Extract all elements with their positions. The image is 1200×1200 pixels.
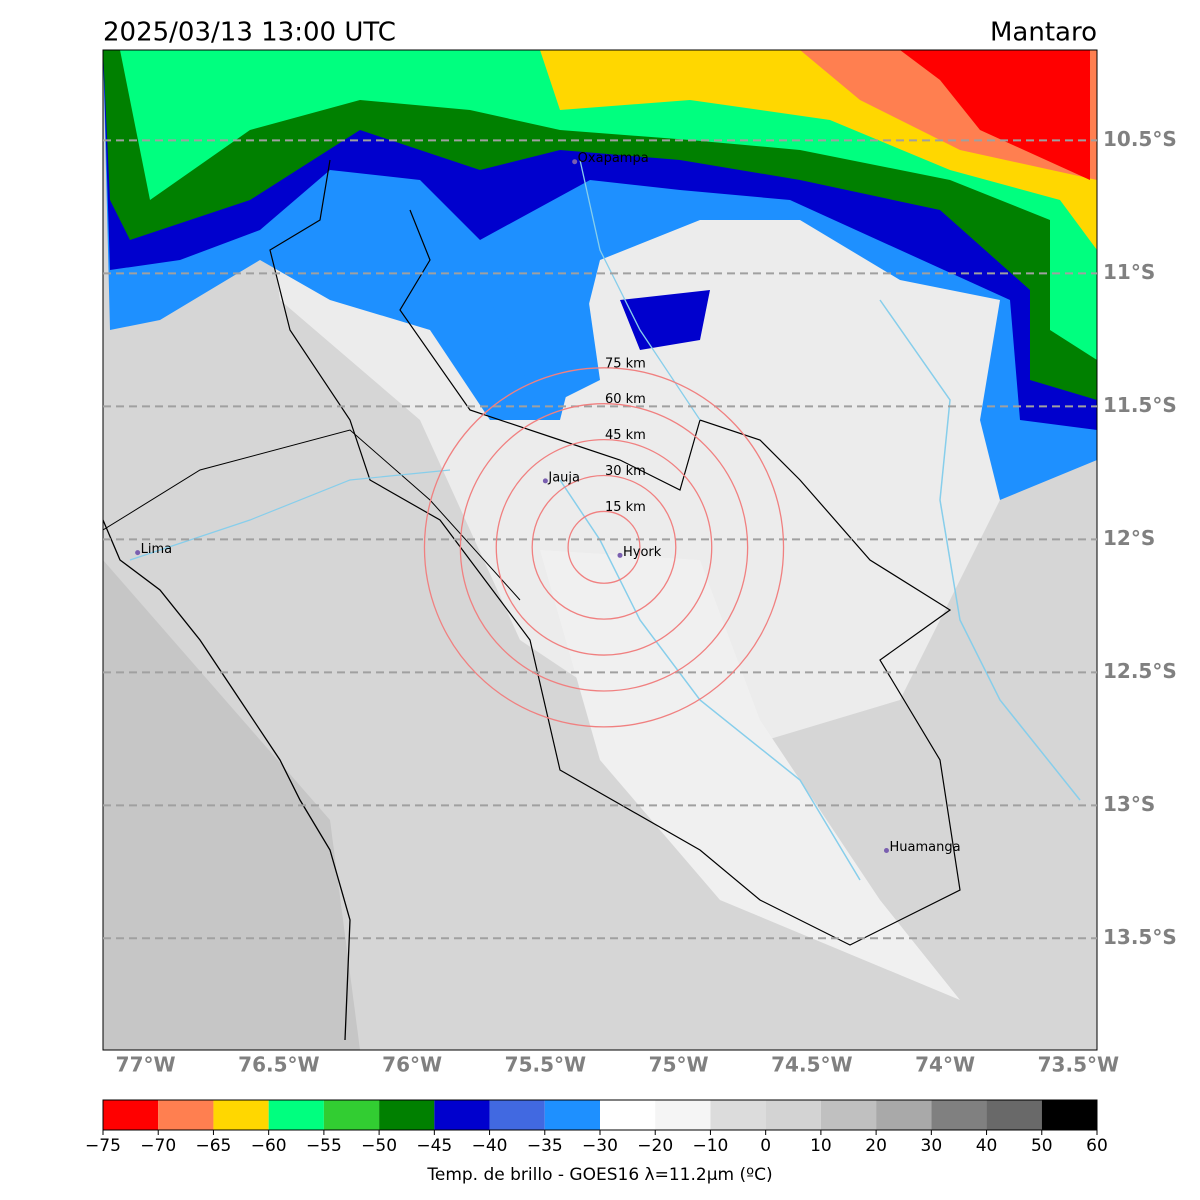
- colorbar-bin: [986, 1100, 1042, 1130]
- lon-tick-label: 73.5°W: [1038, 1053, 1119, 1077]
- lat-tick-label: 11.5°S: [1103, 393, 1177, 417]
- colorbar-tick-label: −65: [195, 1136, 231, 1156]
- colorbar-bin: [268, 1100, 324, 1130]
- lat-tick-label: 13.5°S: [1103, 925, 1177, 949]
- colorbar-bin: [931, 1100, 987, 1130]
- colorbar-tick-label: −70: [140, 1136, 176, 1156]
- city-marker: [617, 552, 623, 558]
- range-ring-label: 45 km: [605, 428, 646, 443]
- colorbar-tick-label: −55: [306, 1136, 342, 1156]
- colorbar-bin: [765, 1100, 821, 1130]
- lon-tick-label: 75°W: [649, 1053, 709, 1077]
- colorbar-bin: [544, 1100, 600, 1130]
- colorbar-bin: [103, 1100, 159, 1130]
- lat-tick-label: 12.5°S: [1103, 659, 1177, 683]
- range-ring: [459, 403, 749, 692]
- colorbar-tick-label: 30: [921, 1136, 943, 1156]
- colorbar-tick-label: 20: [865, 1136, 887, 1156]
- colorbar-bin: [876, 1100, 932, 1130]
- colorbar-label: Temp. de brillo - GOES16 λ=11.2μm (ºC): [426, 1165, 772, 1185]
- map-backdrop: [103, 50, 1097, 1050]
- colorbar-bin: [158, 1100, 214, 1130]
- range-ring: [495, 438, 713, 656]
- lon-tick-label: 76.5°W: [238, 1053, 319, 1077]
- colorbar-bin: [489, 1100, 545, 1130]
- city-label: Hyork: [623, 545, 662, 560]
- lon-tick-label: 74.5°W: [771, 1053, 852, 1077]
- colorbar-tick-label: −45: [416, 1136, 452, 1156]
- colorbar-tick-label: −10: [692, 1136, 728, 1156]
- colorbar-bin: [379, 1100, 435, 1130]
- city-marker: [542, 478, 548, 484]
- lon-tick-label: 77°W: [116, 1053, 176, 1077]
- city-label: Huamanga: [889, 840, 960, 855]
- colorbar-tick-label: −20: [637, 1136, 673, 1156]
- colorbar-tick-label: −30: [582, 1136, 618, 1156]
- lat-tick-label: 10.5°S: [1103, 127, 1177, 151]
- colorbar-tick-label: −35: [527, 1136, 563, 1156]
- range-ring-label: 15 km: [605, 500, 646, 515]
- lat-tick-label: 13°S: [1103, 792, 1155, 816]
- colorbar-tick-label: 0: [760, 1136, 771, 1156]
- colorbar-bin: [600, 1100, 656, 1130]
- range-ring: [531, 474, 677, 620]
- city-marker: [883, 848, 889, 854]
- city-marker: [135, 550, 141, 556]
- lon-tick-label: 76°W: [382, 1053, 442, 1077]
- city-label: Oxapampa: [578, 151, 649, 166]
- range-ring-label: 75 km: [605, 356, 646, 371]
- colorbar-bin: [710, 1100, 766, 1130]
- city-label: Jauja: [547, 470, 580, 485]
- colorbar-bin: [323, 1100, 380, 1130]
- colorbar-bin: [1041, 1100, 1097, 1130]
- title: 2025/03/13 13:00 UTC: [103, 18, 396, 48]
- range-ring-label: 30 km: [605, 464, 646, 479]
- map-frame: [102, 49, 1098, 1051]
- colorbar-bin: [655, 1100, 711, 1130]
- range-ring: [567, 510, 641, 584]
- colorbar-tick-label: 60: [1086, 1136, 1108, 1156]
- lon-tick-label: 75.5°W: [505, 1053, 586, 1077]
- colorbar-tick-label: −60: [251, 1136, 287, 1156]
- colorbar-tick-label: 10: [810, 1136, 832, 1156]
- colorbar-tick-label: −50: [361, 1136, 397, 1156]
- lat-tick-label: 12°S: [1103, 526, 1155, 550]
- colorbar-bin: [434, 1100, 490, 1130]
- colorbar-bin: [820, 1100, 877, 1130]
- colorbar-tick-label: 40: [976, 1136, 998, 1156]
- lat-tick-label: 11°S: [1103, 260, 1155, 284]
- colorbar-tick-label: −40: [472, 1136, 508, 1156]
- city-label: Lima: [141, 542, 172, 557]
- colorbar-bin: [213, 1100, 269, 1130]
- range-ring: [423, 367, 785, 728]
- region-title: Mantaro: [990, 18, 1097, 48]
- lon-tick-label: 74°W: [915, 1053, 975, 1077]
- colorbar-tick-label: −75: [85, 1136, 121, 1156]
- range-ring-label: 60 km: [605, 392, 646, 407]
- city-marker: [572, 159, 578, 165]
- colorbar-tick-label: 50: [1031, 1136, 1053, 1156]
